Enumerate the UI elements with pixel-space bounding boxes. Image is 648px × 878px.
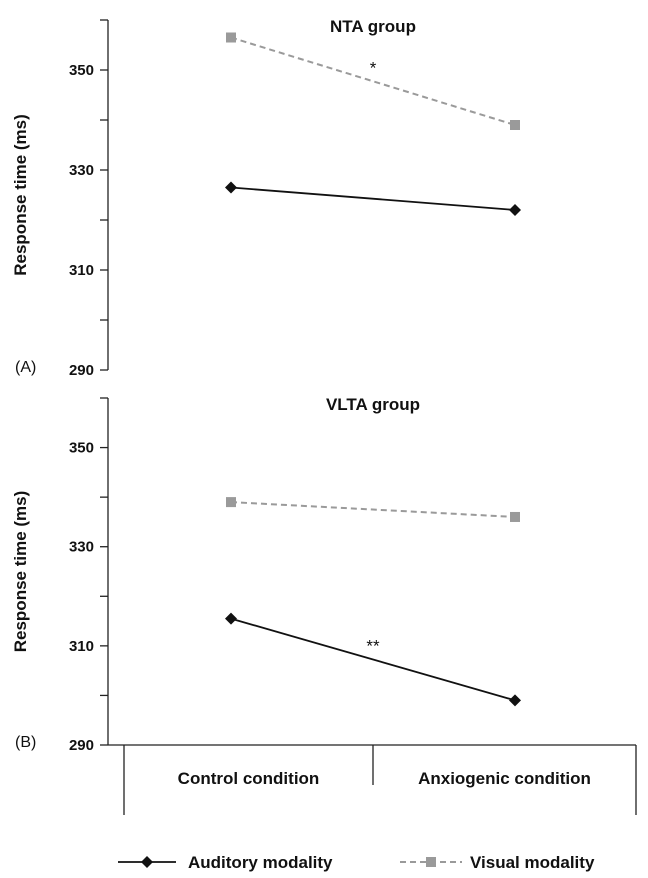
x-tick-label: Control condition (178, 769, 320, 788)
data-point (510, 120, 520, 130)
y-tick-label: 330 (69, 539, 94, 556)
data-point (509, 694, 521, 707)
series-line (230, 36, 516, 126)
data-point (509, 204, 521, 216)
x-tick-label: Anxiogenic condition (418, 769, 591, 788)
legend-label: Auditory modality (188, 853, 333, 872)
legend-label: Visual modality (470, 853, 595, 872)
y-axis-label: Response time (ms) (11, 491, 30, 653)
series-line (230, 501, 516, 518)
panel-label: (A) (15, 359, 36, 376)
y-tick-label: 350 (69, 440, 94, 457)
y-tick-label: 310 (69, 262, 94, 279)
significance-marker: * (370, 58, 377, 77)
data-point (226, 32, 236, 43)
y-tick-label: 310 (69, 638, 94, 655)
y-axis-label: Response time (ms) (11, 114, 30, 276)
panel-title: VLTA group (326, 395, 420, 414)
y-tick-label: 290 (69, 362, 94, 379)
data-point (226, 497, 236, 508)
data-point (510, 511, 520, 522)
series-line (230, 617, 516, 702)
y-tick-label: 350 (69, 62, 94, 79)
panel-label: (B) (15, 734, 36, 751)
legend-marker (426, 857, 436, 867)
panel-title: NTA group (330, 17, 416, 36)
legend-marker (141, 856, 153, 868)
data-point (225, 181, 237, 194)
significance-marker: ** (366, 636, 380, 655)
y-tick-label: 330 (69, 162, 94, 179)
series-line (230, 186, 516, 211)
data-point (225, 612, 237, 625)
y-tick-label: 290 (69, 737, 94, 754)
